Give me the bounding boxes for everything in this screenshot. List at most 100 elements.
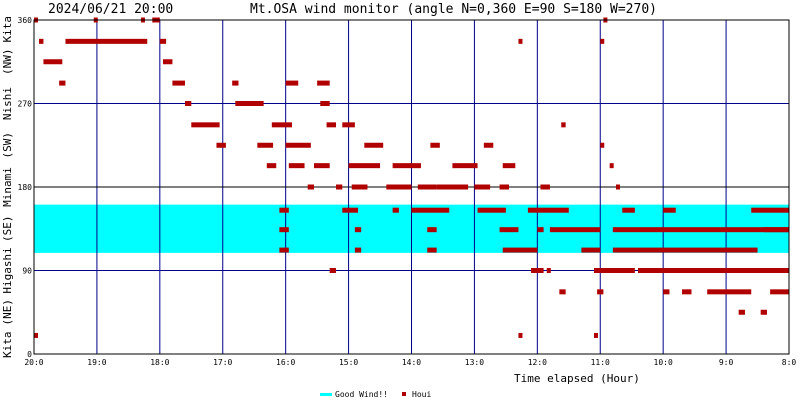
x-tick-label: 19:0 — [87, 358, 106, 367]
x-tick-label: 16:0 — [276, 358, 295, 367]
y-tick-label: 0 — [27, 350, 32, 359]
direction-label: Nishi — [1, 87, 14, 120]
houi-mark — [452, 163, 478, 169]
houi-mark — [537, 227, 544, 233]
x-tick-label: 11:0 — [591, 358, 610, 367]
houi-mark — [682, 289, 692, 295]
houi-mark — [320, 101, 330, 106]
houi-mark — [392, 163, 421, 169]
houi-mark — [622, 207, 635, 213]
houi-mark — [477, 207, 506, 213]
houi-mark — [540, 184, 550, 190]
houi-mark — [531, 268, 544, 273]
houi-mark — [235, 101, 252, 106]
houi-mark — [615, 184, 620, 190]
houi-mark — [518, 332, 523, 338]
houi-mark — [307, 184, 314, 190]
houi-mark — [257, 142, 274, 148]
houi-mark — [760, 309, 767, 315]
direction-label: (NE) — [1, 299, 14, 326]
x-axis-label: Time elapsed (Hour) — [514, 372, 640, 385]
houi-mark — [59, 80, 66, 86]
x-tick-label: 15:0 — [339, 358, 358, 367]
legend-good-wind-swatch — [320, 393, 332, 396]
houi-mark — [770, 289, 789, 295]
houi-mark — [483, 142, 494, 148]
timestamp: 2024/06/21 20:00 — [48, 2, 173, 17]
houi-mark — [527, 207, 569, 213]
y-tick-label: 90 — [22, 267, 32, 276]
x-tick-label: 17:0 — [213, 358, 232, 367]
direction-label: Minami — [1, 167, 14, 207]
houi-mark — [499, 227, 519, 233]
houi-mark — [285, 80, 299, 86]
houi-mark — [348, 163, 381, 169]
houi-mark — [392, 207, 399, 213]
y-tick-labels: 0 90 180 270 360 — [18, 16, 33, 359]
x-tick-label: 18:0 — [150, 358, 169, 367]
houi-mark — [559, 289, 566, 295]
houi-mark — [317, 80, 330, 86]
houi-mark — [546, 268, 551, 273]
houi-mark — [499, 184, 510, 190]
houi-mark — [354, 247, 362, 253]
houi-series — [34, 17, 789, 338]
y-tick-label: 270 — [18, 100, 33, 109]
houi-mark — [427, 247, 437, 253]
houi-mark — [39, 38, 44, 44]
chart-title: Mt.OSA wind monitor (angle N=0,360 E=90 … — [250, 2, 657, 17]
houi-mark — [549, 227, 601, 233]
houi-mark — [502, 163, 516, 169]
houi-mark — [354, 227, 362, 233]
houi-mark — [271, 122, 292, 128]
houi-mark — [663, 289, 670, 295]
houi-mark — [266, 163, 277, 169]
houi-mark — [216, 142, 226, 148]
houi-mark — [612, 227, 789, 233]
houi-mark — [386, 184, 412, 190]
houi-mark — [191, 122, 220, 128]
houi-mark — [609, 163, 614, 169]
legend-houi-label: Houi — [412, 390, 431, 399]
houi-mark — [707, 289, 752, 295]
x-tick-label: 14:0 — [402, 358, 421, 367]
houi-mark — [313, 163, 330, 169]
houi-mark — [593, 268, 635, 273]
x-tick-label: 10:0 — [654, 358, 673, 367]
houi-mark — [285, 142, 311, 148]
houi-mark — [279, 247, 289, 253]
houi-mark — [581, 247, 601, 253]
houi-mark — [738, 309, 745, 315]
houi-mark — [612, 247, 758, 253]
houi-mark — [763, 227, 789, 233]
houi-mark — [638, 268, 789, 273]
x-tick-label: 20:0 — [24, 358, 43, 367]
houi-mark — [162, 59, 173, 65]
houi-mark — [474, 184, 491, 190]
houi-mark — [172, 80, 185, 86]
houi-mark — [427, 227, 437, 233]
houi-mark — [279, 207, 289, 213]
legend: Good Wind!! Houi — [320, 390, 431, 399]
direction-label: (SW) — [1, 132, 14, 159]
houi-mark — [561, 122, 566, 128]
houi-mark — [329, 268, 336, 273]
houi-mark — [43, 59, 63, 65]
houi-mark — [232, 80, 239, 86]
houi-mark — [34, 332, 38, 338]
houi-mark — [597, 289, 604, 295]
houi-mark — [600, 38, 605, 44]
houi-mark — [411, 207, 450, 213]
plot-frame — [33, 19, 790, 355]
houi-mark — [342, 122, 355, 128]
houi-mark — [351, 184, 368, 190]
houi-mark — [430, 142, 440, 148]
x-tick-labels: 20:0 19:0 18:0 17:0 16:0 15:0 14:0 13:0 12:0 11:0… — [24, 358, 796, 367]
houi-mark — [518, 38, 523, 44]
houi-mark — [663, 207, 676, 213]
houi-mark — [751, 207, 789, 213]
houi-mark — [247, 101, 264, 106]
houi-mark — [417, 184, 437, 190]
houi-mark — [336, 184, 343, 190]
houi-mark — [502, 247, 538, 253]
